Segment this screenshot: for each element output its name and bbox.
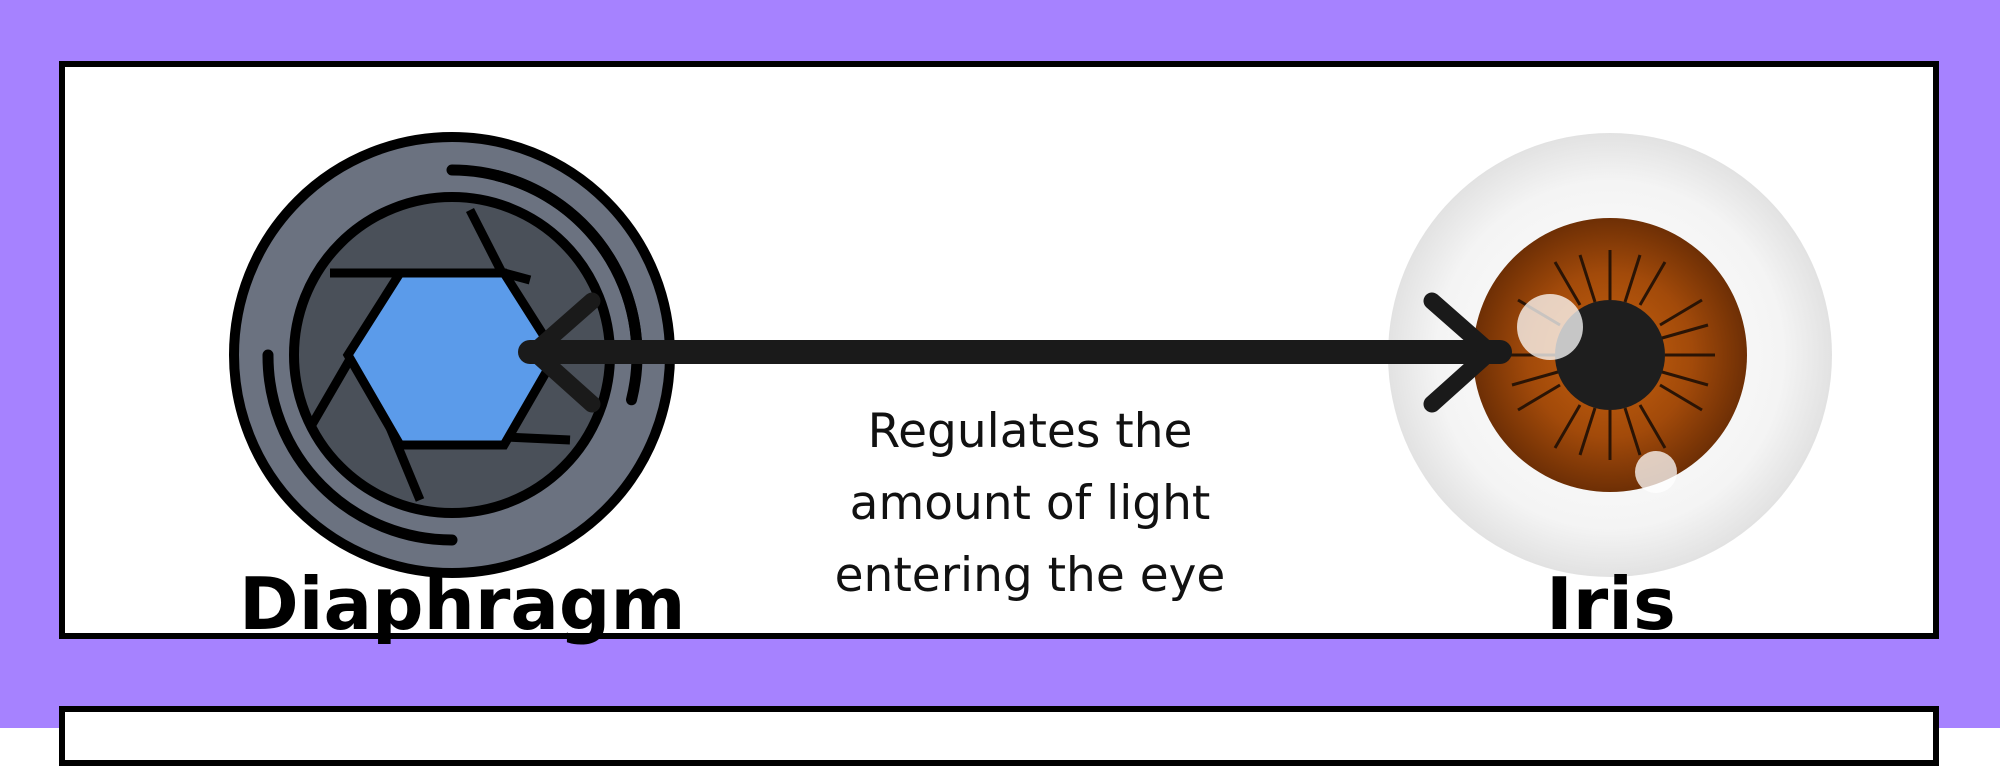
- diagram-canvas: [229, 132, 1832, 578]
- eye-iris-icon: [1388, 133, 1832, 577]
- iris-label: Iris: [1546, 562, 1676, 646]
- description-line-3: entering the eye: [834, 548, 1226, 603]
- diaphragm-label: Diaphragm: [239, 562, 686, 646]
- description-line-1: Regulates the: [867, 404, 1193, 459]
- double-headed-arrow: [518, 292, 1512, 413]
- connector-description: Regulates the amount of light entering t…: [780, 396, 1280, 612]
- description-line-2: amount of light: [849, 476, 1211, 531]
